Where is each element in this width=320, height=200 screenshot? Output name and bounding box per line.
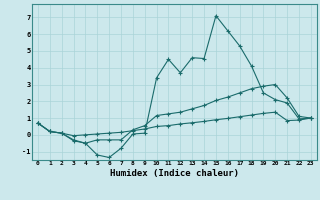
X-axis label: Humidex (Indice chaleur): Humidex (Indice chaleur) [110, 169, 239, 178]
